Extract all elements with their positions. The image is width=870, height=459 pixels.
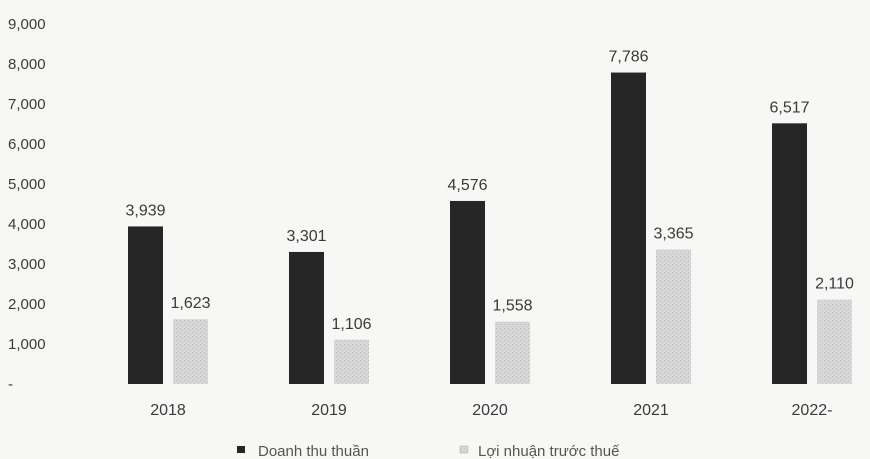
- y-tick-label: 1,000: [8, 336, 46, 353]
- data-labels: 3,939 1,623 3,301 1,106 4,576 1,558 7,786 3,365…: [125, 49, 854, 333]
- data-label: 1,106: [331, 316, 371, 333]
- bar-loi-nhuan-2021: [656, 249, 691, 384]
- y-tick-label: 8,000: [8, 56, 46, 73]
- legend-label-series-2: Lợi nhuận trước thuế: [478, 443, 620, 459]
- data-label: 1,558: [492, 298, 532, 315]
- bar-doanh-thu-2020: [450, 200, 485, 384]
- data-label: 3,365: [653, 225, 693, 242]
- data-label: 3,939: [125, 202, 165, 219]
- x-tick-label: 2018: [150, 402, 186, 419]
- bar-loi-nhuan-2019: [334, 339, 369, 384]
- bar-doanh-thu-2021: [611, 72, 646, 384]
- bar-loi-nhuan-2018: [173, 319, 208, 384]
- y-tick-label: 5,000: [8, 176, 46, 193]
- bar-loi-nhuan-2022: [817, 299, 852, 384]
- y-tick-label: -: [8, 376, 13, 393]
- y-axis: - 1,000 2,000 3,000 4,000 5,000 6,000 7,000 8,00…: [8, 16, 46, 393]
- y-tick-label: 4,000: [8, 216, 46, 233]
- x-tick-label: 2019: [311, 402, 347, 419]
- y-tick-label: 7,000: [8, 96, 46, 113]
- y-tick-label: 9,000: [8, 16, 46, 33]
- data-label: 6,517: [769, 99, 809, 116]
- bar-doanh-thu-2018: [128, 226, 163, 384]
- bar-loi-nhuan-2020: [495, 321, 530, 384]
- legend: Doanh thu thuần Lợi nhuận trước thuế: [237, 443, 620, 459]
- y-tick-label: 6,000: [8, 136, 46, 153]
- legend-swatch-series-1: [237, 446, 245, 453]
- legend-label-series-1: Doanh thu thuần: [258, 443, 369, 459]
- y-tick-label: 2,000: [8, 296, 46, 313]
- bar-doanh-thu-2022: [772, 123, 807, 384]
- y-tick-label: 3,000: [8, 256, 46, 273]
- x-tick-label: 2020: [472, 402, 508, 419]
- x-tick-label: 2022-: [792, 402, 833, 419]
- data-label: 7,786: [608, 49, 648, 66]
- bar-doanh-thu-2019: [289, 251, 324, 384]
- x-axis: 2018 2019 2020 2021 2022-: [150, 402, 832, 419]
- bars: [128, 72, 852, 384]
- data-label: 3,301: [286, 228, 326, 245]
- data-label: 4,576: [447, 177, 487, 194]
- legend-swatch-series-2: [459, 445, 469, 454]
- data-label: 1,623: [170, 295, 210, 312]
- data-label: 2,110: [815, 276, 854, 293]
- x-tick-label: 2021: [633, 402, 669, 419]
